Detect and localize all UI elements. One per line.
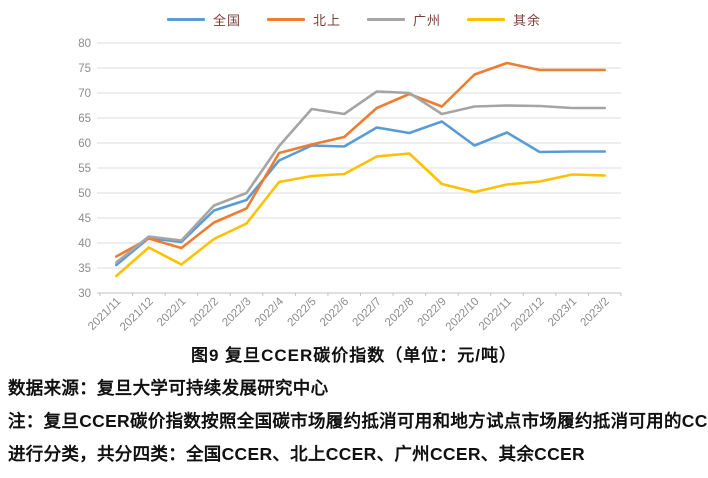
x-tick-label: 2021/11	[86, 296, 123, 333]
x-tick-label: 2022/2	[188, 296, 221, 329]
y-tick-label: 70	[78, 88, 91, 100]
x-tick-label: 2022/5	[285, 296, 318, 329]
series-line-guangzhou	[115, 90, 607, 264]
note-line-2: 进行分类，共分四类：全国CCER、北上CCER、广州CCER、其余CCER	[8, 444, 585, 464]
y-tick-label: 80	[78, 38, 91, 50]
y-tick-label: 75	[78, 63, 91, 75]
x-tick-label: 2022/4	[253, 295, 287, 329]
y-tick-label: 40	[78, 238, 91, 250]
data-source-line: 数据来源：复旦大学可持续发展研究中心	[8, 378, 329, 398]
series-line-beijing-shanghai	[115, 61, 607, 258]
series-line-national	[115, 120, 607, 267]
y-tick-label: 60	[78, 138, 91, 150]
x-tick-label: 2022/7	[351, 296, 384, 329]
x-tick-label: 2022/11	[477, 296, 514, 333]
y-tick-label: 55	[78, 163, 91, 175]
series-line-others	[115, 152, 607, 278]
x-tick-label: 2022/12	[509, 296, 547, 334]
y-gridlines	[97, 42, 621, 269]
x-tick-label: 2022/1	[155, 296, 188, 329]
y-tick-label: 50	[78, 188, 91, 200]
x-axis	[97, 292, 622, 296]
x-tick-label: 2022/6	[318, 296, 351, 329]
x-tick-label: 2023/2	[578, 296, 611, 329]
x-tick-label: 2022/8	[383, 296, 416, 329]
y-tick-label: 45	[78, 213, 91, 225]
x-tick-label: 2021/12	[118, 296, 156, 334]
y-axis-tick-labels: 30 35 40 45 50 55 60 65 70 75 80	[78, 38, 91, 300]
ccer-price-index-chart: 30 35 40 45 50 55 60 65 70 75 80 2021/11 2021/12 2022…	[78, 13, 622, 334]
chart-title: 图9 复旦CCER碳价指数（单位：元/吨）	[190, 346, 518, 365]
note-line-1: 注：复旦CCER碳价指数按照全国碳市场履约抵消可用和地方试点市场履约抵消可用的C…	[8, 411, 708, 431]
x-tick-label: 2023/1	[546, 296, 579, 329]
y-tick-label: 35	[78, 263, 91, 275]
chart-footnotes: 数据来源：复旦大学可持续发展研究中心 注：复旦CCER碳价指数按照全国碳市场履约…	[8, 372, 708, 471]
x-tick-label: 2022/3	[220, 296, 253, 329]
y-tick-label: 30	[78, 288, 91, 300]
y-tick-label: 65	[78, 113, 91, 125]
x-tick-label: 2022/10	[444, 296, 482, 334]
